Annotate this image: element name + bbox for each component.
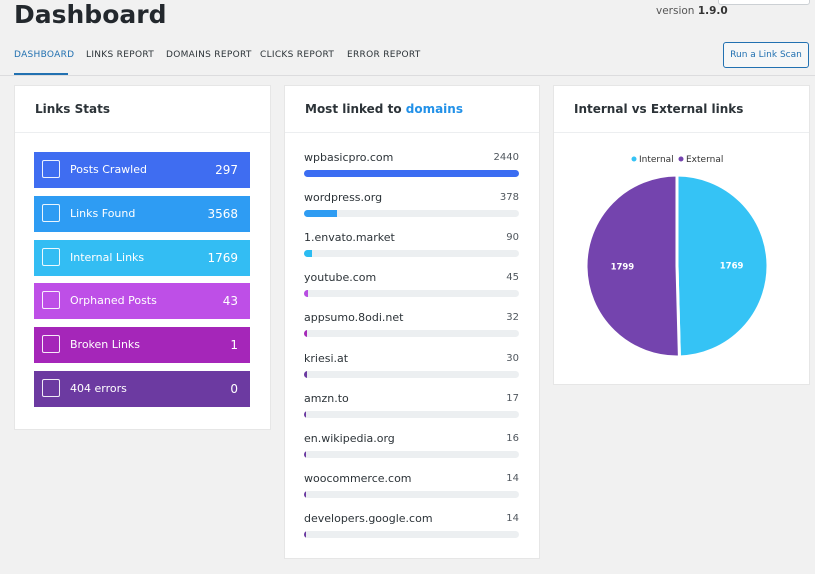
divider: [0, 75, 815, 76]
bar: [304, 290, 308, 298]
legend-dot: [678, 156, 684, 162]
stat-value: 3568: [207, 206, 238, 221]
bar: [304, 250, 312, 258]
domain-count: 30: [506, 352, 519, 364]
card-title: Links Stats: [15, 86, 270, 133]
search-input[interactable]: [718, 0, 810, 5]
stat-value: 1769: [207, 250, 238, 265]
stat-row: Internal Links 1769: [34, 239, 250, 276]
stat-icon: [42, 247, 60, 266]
domain-count: 14: [506, 512, 519, 524]
pie-slice: [584, 173, 681, 359]
bar-track: [304, 210, 519, 218]
domain-name: appsumo.8odi.net: [304, 311, 404, 325]
stat-row: Posts Crawled 297: [34, 152, 250, 188]
stat-label: Orphaned Posts: [70, 294, 157, 308]
bar: [304, 450, 306, 458]
title-link[interactable]: domains: [405, 102, 463, 116]
stat-label: Broken Links: [70, 338, 141, 352]
stat-row: Broken Links 1: [34, 327, 250, 364]
bar-track: [304, 170, 519, 177]
tab[interactable]: DASHBOARD: [14, 50, 75, 60]
run-scan-button[interactable]: Run a Link Scan: [723, 42, 809, 68]
pie-label: 1799: [611, 263, 635, 273]
bar: [304, 410, 306, 418]
bar-track: [304, 370, 519, 378]
page-title: Dashboard: [14, 0, 167, 29]
stat-row: Orphaned Posts 43: [34, 283, 250, 320]
stat-row: Links Found 3568: [34, 195, 250, 232]
legend-label: External: [686, 155, 723, 165]
bar-track: [304, 410, 519, 418]
domain-name: 1.envato.market: [304, 231, 395, 245]
bar: [304, 330, 307, 338]
stat-icon: [42, 335, 60, 354]
domain-name: woocommerce.com: [304, 471, 412, 485]
pie-label: 1769: [720, 261, 744, 271]
tab[interactable]: ERROR REPORT: [347, 50, 421, 60]
bar-track: [304, 330, 519, 338]
stat-row: 404 errors 0: [34, 371, 250, 407]
bar-track: [304, 450, 519, 458]
card-title: Internal vs External links: [554, 86, 809, 133]
domain-name: amzn.to: [304, 391, 349, 405]
stat-icon: [42, 291, 60, 310]
domain-count: 45: [506, 272, 519, 284]
domain-count: 378: [499, 192, 519, 204]
tab[interactable]: LINKS REPORT: [86, 50, 155, 60]
version-label: version: [656, 5, 695, 17]
bar: [304, 530, 306, 538]
bar-track: [304, 490, 519, 498]
bar-track: [304, 250, 519, 258]
domain-count: 32: [506, 312, 519, 324]
tab[interactable]: CLICKS REPORT: [260, 50, 335, 60]
title-text: Most linked to: [305, 102, 402, 116]
stat-icon: [42, 160, 60, 178]
domain-count: 16: [506, 432, 519, 444]
domain-count: 90: [506, 232, 519, 244]
bar: [304, 170, 519, 177]
stat-value: 1: [230, 338, 238, 353]
stat-label: Posts Crawled: [70, 163, 147, 176]
domain-count: 14: [506, 472, 519, 484]
pie-slice: [675, 173, 770, 359]
domain-name: wordpress.org: [304, 191, 383, 205]
bar-track: [304, 290, 519, 298]
stat-value: 297: [215, 163, 238, 177]
stat-label: Links Found: [70, 206, 136, 220]
pie-chart: Internal External 1769 1799: [584, 155, 770, 359]
stat-label: Internal Links: [70, 250, 145, 264]
legend-dot: [631, 156, 637, 162]
domain-name: en.wikipedia.org: [304, 431, 395, 445]
bar-track: [304, 530, 519, 538]
bar: [304, 370, 307, 378]
bar: [304, 490, 306, 498]
stat-label: 404 errors: [70, 382, 127, 395]
active-tab-indicator: [14, 73, 68, 75]
legend-label: Internal: [639, 155, 674, 165]
version-number: 1.9.0: [697, 5, 728, 17]
domain-name: wpbasicpro.com: [304, 151, 394, 164]
domain-name: youtube.com: [304, 271, 377, 285]
domains-card: Most linked to domains: [284, 85, 540, 559]
stat-value: 43: [222, 294, 238, 309]
stat-value: 0: [230, 382, 238, 396]
tab[interactable]: DOMAINS REPORT: [166, 50, 252, 60]
card-title: Most linked to domains: [285, 86, 539, 133]
stat-icon: [42, 379, 60, 397]
version: version 1.9.0: [656, 5, 728, 17]
domain-count: 2440: [493, 152, 519, 163]
domain-name: kriesi.at: [304, 351, 349, 365]
domain-name: developers.google.com: [304, 511, 433, 525]
domain-count: 17: [506, 392, 519, 404]
bar: [304, 210, 338, 218]
stat-icon: [42, 203, 60, 222]
